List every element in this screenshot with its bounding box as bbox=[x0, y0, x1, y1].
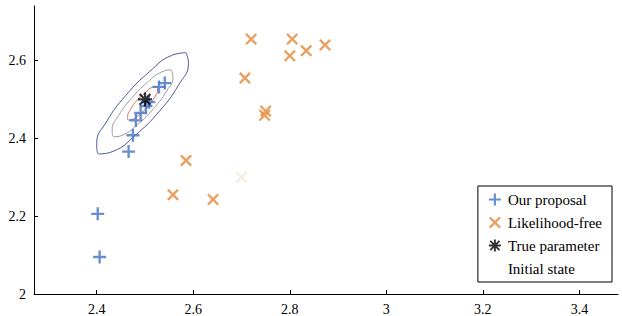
svg-text:3.4: 3.4 bbox=[571, 302, 589, 316]
svg-text:2.2: 2.2 bbox=[9, 209, 27, 224]
svg-text:True parameter: True parameter bbox=[508, 238, 599, 254]
svg-text:Initial state: Initial state bbox=[508, 261, 575, 277]
svg-text:Our proposal: Our proposal bbox=[508, 192, 587, 208]
svg-text:2: 2 bbox=[19, 287, 26, 302]
svg-text:Likelihood-free: Likelihood-free bbox=[508, 215, 602, 231]
svg-text:3.2: 3.2 bbox=[474, 302, 492, 316]
svg-text:3: 3 bbox=[383, 302, 390, 316]
svg-text:2.4: 2.4 bbox=[9, 131, 27, 146]
svg-text:2.6: 2.6 bbox=[185, 302, 203, 316]
svg-text:2.8: 2.8 bbox=[281, 302, 299, 316]
svg-text:2.4: 2.4 bbox=[88, 302, 106, 316]
svg-text:2.6: 2.6 bbox=[9, 53, 27, 68]
